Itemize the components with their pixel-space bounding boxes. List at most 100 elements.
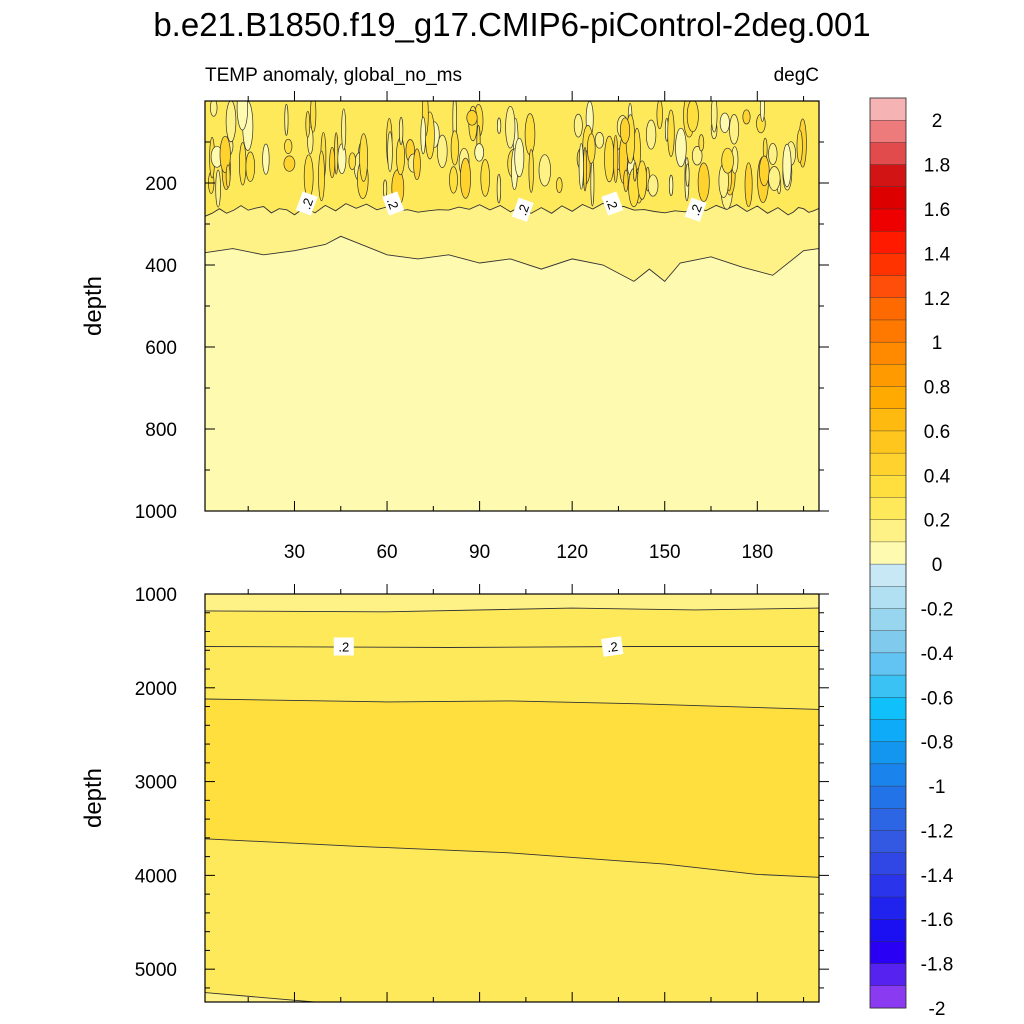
contour-blob	[420, 116, 426, 155]
colorbar-swatch	[869, 475, 907, 499]
colorbar-swatch	[869, 319, 907, 343]
contour-label-bg	[601, 191, 624, 216]
contour-blob	[594, 132, 605, 149]
colorbar-label: 0.4	[924, 466, 951, 487]
contour-blob	[573, 113, 583, 138]
contour-blob	[303, 154, 314, 199]
colorbar-label: -1.2	[921, 821, 954, 842]
contour-line	[205, 992, 321, 1002]
contour-blob	[623, 169, 629, 192]
y-tick-label: 3000	[135, 773, 177, 794]
contour-blob	[209, 101, 218, 117]
chart-title: b.e21.B1850.f19_g17.CMIP6-piControl-2deg…	[153, 6, 870, 43]
contour-blob	[668, 174, 674, 197]
colorbar-swatch	[869, 652, 907, 676]
contour-blob	[698, 134, 705, 152]
contour-line-0.2	[205, 202, 819, 217]
contour-blob	[619, 117, 631, 144]
colorbar-swatch	[869, 253, 907, 277]
x-tick-label: 120	[556, 542, 588, 563]
upper-axis-ticks: 30 60 90 120 150 180 200 400 600 800 1000	[135, 91, 829, 563]
contour-blob	[645, 119, 657, 150]
contour-blob	[348, 152, 357, 170]
contour-blob	[742, 109, 751, 125]
y-tick-label: 1000	[135, 585, 177, 606]
contour-blob	[449, 166, 458, 194]
contour-label-bg	[601, 636, 624, 657]
colorbar-label: 1	[932, 333, 943, 354]
colorbar-swatch	[869, 719, 907, 743]
y-tick-label: 800	[145, 420, 177, 441]
contour-line-lower	[205, 235, 819, 283]
colorbar-label: 0.2	[924, 511, 950, 532]
contour-blob	[450, 130, 459, 166]
contour-blob	[437, 134, 448, 168]
colorbar-label: -2	[929, 999, 946, 1020]
y-tick-label: 5000	[135, 960, 177, 981]
contour-blob	[215, 169, 221, 208]
x-tick-label: 180	[741, 542, 773, 563]
contour-blob	[637, 160, 647, 200]
contour-blob	[305, 110, 311, 138]
contour-blob	[583, 146, 587, 192]
upper-contour-labels: .2 .2 .2 .2 .2	[295, 191, 707, 222]
colorbar-swatch	[869, 497, 907, 521]
colorbar-swatch	[869, 941, 907, 965]
colorbar-swatch	[869, 541, 907, 565]
contour-blob	[675, 127, 687, 168]
colorbar-swatch	[869, 297, 907, 321]
colorbar: 2 1.8 1.6 1.4 1.2 1 0.8 0.6 0.4 0.2 0 -0.2 -0.4 -0.6 -…	[869, 97, 954, 1020]
colorbar-label: 0.6	[924, 422, 950, 443]
colorbar-swatch	[869, 741, 907, 765]
contour-blob	[496, 173, 502, 204]
contour-blob	[524, 113, 536, 156]
colorbar-swatch	[869, 586, 907, 609]
colorbar-label: 0.8	[924, 378, 950, 399]
x-tick-label: 30	[284, 542, 305, 563]
colorbar-swatch	[869, 452, 907, 476]
contour-blob	[262, 143, 270, 175]
colorbar-frame	[869, 97, 907, 1009]
contour-blob	[768, 143, 778, 165]
colorbar-label: -1.4	[921, 866, 954, 887]
contour-blob	[782, 143, 792, 188]
y-tick-label: 4000	[135, 866, 177, 887]
contour-blob	[556, 177, 563, 193]
contour-blob	[719, 112, 730, 133]
colorbar-label: 1.6	[924, 200, 950, 221]
contour-blob	[329, 146, 336, 179]
colorbar-swatch	[869, 674, 907, 698]
contour-blob	[466, 110, 478, 126]
colorbar-swatch	[869, 430, 907, 454]
contour-line	[205, 607, 819, 613]
contour-line	[205, 646, 819, 648]
colorbar-swatch	[869, 919, 907, 942]
x-tick-label: 150	[649, 542, 681, 563]
x-tick-label: 60	[376, 542, 397, 563]
contour-blob	[538, 154, 551, 187]
contour-blob	[578, 142, 584, 190]
colorbar-swatch	[869, 386, 907, 410]
colorbar-label: 1.2	[924, 289, 950, 310]
colorbar-swatch	[869, 608, 907, 632]
contour-blob	[647, 174, 659, 197]
contour-blob	[796, 129, 803, 163]
contour-blob	[480, 159, 490, 197]
contour-blob	[721, 147, 734, 174]
y-tick-label: 400	[145, 256, 177, 277]
colorbar-swatch	[869, 341, 907, 365]
colorbar-swatch	[869, 630, 907, 654]
y-tick-label: 1000	[135, 502, 177, 523]
deep-plot-frame	[204, 593, 820, 1003]
colorbar-swatch	[869, 519, 907, 543]
contour-blob	[590, 159, 595, 207]
contour-label-bg	[333, 637, 354, 656]
colorbar-swatch	[869, 697, 907, 720]
contour-label-text: .2	[687, 202, 705, 217]
upper-contour-lines	[205, 101, 819, 283]
units-label: degC	[774, 65, 819, 86]
colorbar-swatch	[869, 97, 907, 121]
contour-label: .2	[382, 191, 405, 216]
y-tick-label: 200	[145, 174, 177, 195]
contour-blob	[587, 133, 596, 164]
